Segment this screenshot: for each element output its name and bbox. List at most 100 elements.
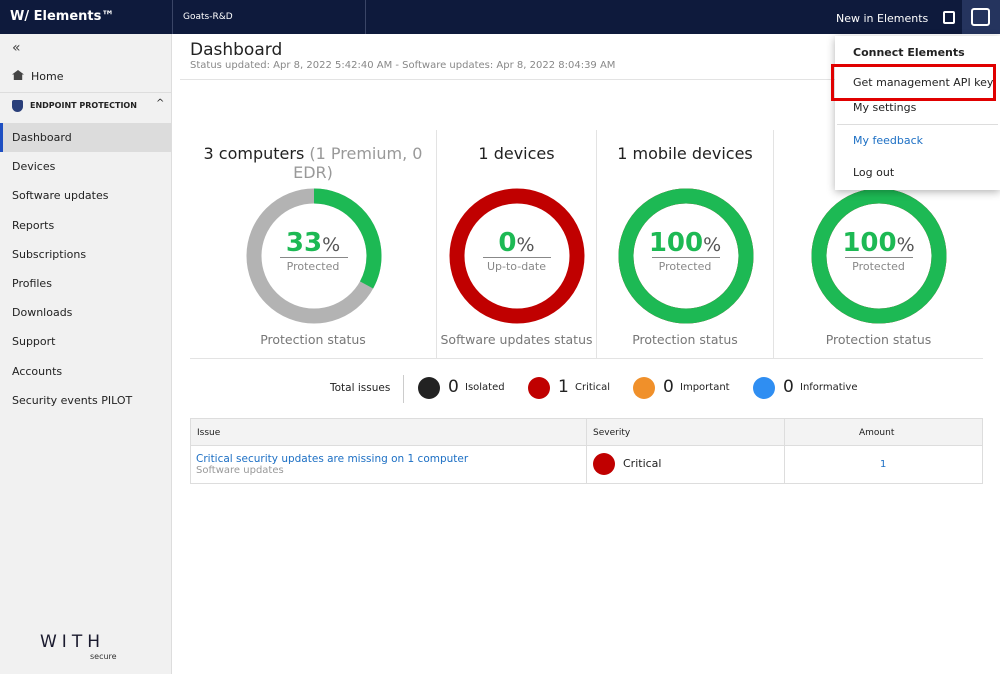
user-button[interactable] xyxy=(962,0,1000,34)
card-subtitle: (1 Premium, 0 EDR) xyxy=(293,144,423,182)
status-line: Status updated: Apr 8, 2022 5:42:40 AM -… xyxy=(190,60,616,71)
highlight-box xyxy=(831,64,996,101)
card-footer: Software updates status xyxy=(440,332,593,347)
severity-dot xyxy=(593,453,615,475)
news-link[interactable]: New in Elements xyxy=(836,12,929,25)
nav-home[interactable]: Home xyxy=(31,70,64,83)
issue-count: 0 xyxy=(783,377,794,397)
severity: Critical xyxy=(623,457,662,470)
donut-arc xyxy=(246,188,381,324)
section-icon xyxy=(12,100,23,112)
percent: 33% xyxy=(190,228,436,258)
col-header[interactable]: Severity xyxy=(593,428,631,438)
nav-item[interactable]: Support xyxy=(12,335,56,349)
user-menu xyxy=(835,36,1000,190)
top-bar: W/ Elements™ Goats-R&D New in Elements xyxy=(0,0,1000,34)
page-title: Dashboard xyxy=(190,40,283,60)
card-title: 3 computers (1 Premium, 0 EDR) xyxy=(200,144,426,182)
menu-item[interactable]: Get management API key xyxy=(853,76,994,89)
col-header[interactable]: Issue xyxy=(197,428,221,438)
divider xyxy=(403,375,404,403)
user-icon xyxy=(971,8,990,26)
issue-link[interactable]: Critical security updates are missing on… xyxy=(196,453,469,465)
collapse-icon[interactable]: « xyxy=(12,40,21,56)
col-divider xyxy=(586,419,587,483)
donut-caption: Protected xyxy=(852,260,905,273)
card-footer: Protection status xyxy=(632,332,738,347)
donut xyxy=(246,188,381,324)
menu-item[interactable]: Connect Elements xyxy=(853,46,965,59)
stat-card: 1 mobile devices 100% Protected Protection … xyxy=(597,130,774,358)
issue-name: Critical xyxy=(575,382,610,393)
issue-dot xyxy=(753,377,775,399)
donut xyxy=(449,188,585,324)
percent-unit: % xyxy=(896,234,915,256)
percent-value: 0 xyxy=(498,228,517,258)
nav-item[interactable]: Downloads xyxy=(12,306,73,320)
issue-name: Isolated xyxy=(465,382,505,393)
percent-underline xyxy=(279,257,348,258)
card-title-text: 1 devices xyxy=(478,144,555,163)
percent-unit: % xyxy=(516,234,535,256)
card-title-text: 1 mobile devices xyxy=(617,144,753,163)
issues-label: Total issues xyxy=(330,382,391,394)
col-header[interactable]: Amount xyxy=(859,428,895,438)
section-title[interactable]: ENDPOINT PROTECTION xyxy=(30,101,137,110)
footer-logo: WITH xyxy=(40,632,105,652)
percent: 100% xyxy=(597,228,773,258)
nav-item[interactable]: Software updates xyxy=(12,189,109,203)
nav-item[interactable]: Security events PILOT xyxy=(12,393,133,407)
issue-count: 0 xyxy=(663,377,674,397)
issue-count: 0 xyxy=(448,377,459,397)
card-title: 1 mobile devices xyxy=(607,144,763,163)
card-title-text: 3 computers xyxy=(203,144,305,163)
donut xyxy=(811,188,946,324)
percent-unit: % xyxy=(322,234,341,256)
divider xyxy=(190,358,983,359)
sidebar: « Home ENDPOINT PROTECTION ^ Dashboard De… xyxy=(0,34,172,674)
stat-card: 1 devices 0% Up-to-date Software updates st… xyxy=(437,130,597,358)
issue-dot xyxy=(418,377,440,399)
nav-item[interactable]: Devices xyxy=(12,160,56,174)
brand[interactable]: W/ Elements™ xyxy=(10,9,115,24)
issue-count: 1 xyxy=(558,377,569,397)
menu-item[interactable]: My settings xyxy=(853,101,917,114)
percent: 0% xyxy=(437,228,596,258)
issue-name: Important xyxy=(680,382,730,393)
issue-name: Informative xyxy=(800,382,858,393)
percent-value: 33 xyxy=(285,228,323,258)
home-icon xyxy=(12,70,24,80)
menu-item[interactable]: My feedback xyxy=(853,134,924,147)
amount[interactable]: 1 xyxy=(880,459,887,470)
card-title: 1 devices xyxy=(447,144,586,163)
donut-caption: Up-to-date xyxy=(486,260,547,273)
nav-item[interactable]: Dashboard xyxy=(0,123,171,152)
percent-underline xyxy=(651,257,720,258)
issue-dot xyxy=(528,377,550,399)
section-toggle[interactable]: ^ xyxy=(156,98,165,109)
help-icon[interactable] xyxy=(943,11,955,24)
percent-underline xyxy=(483,257,551,258)
org-name[interactable]: Goats-R&D xyxy=(183,12,233,22)
divider xyxy=(837,124,998,125)
issues-table: Issue Severity Amount Critical security … xyxy=(190,418,983,484)
percent-unit: % xyxy=(703,234,722,256)
donut-caption: Protected xyxy=(286,260,340,273)
nav-item[interactable]: Accounts xyxy=(12,364,63,378)
percent-value: 100 xyxy=(842,228,897,258)
stat-card: 3 computers (1 Premium, 0 EDR) 33% Protect… xyxy=(190,130,437,358)
card-footer: Protection status xyxy=(825,332,932,347)
org-box xyxy=(172,0,366,34)
card-footer: Protection status xyxy=(260,332,366,347)
donut-arc xyxy=(618,188,753,324)
issue-dot xyxy=(633,377,655,399)
percent: 100% xyxy=(774,228,983,258)
donut-arc xyxy=(811,188,946,324)
footer-logo-sub: secure xyxy=(90,652,117,661)
menu-item[interactable]: Log out xyxy=(853,166,895,179)
issue-category: Software updates xyxy=(196,465,284,476)
nav-item[interactable]: Reports xyxy=(12,218,55,232)
nav-item[interactable]: Profiles xyxy=(12,277,52,290)
nav-item[interactable]: Subscriptions xyxy=(12,247,87,261)
